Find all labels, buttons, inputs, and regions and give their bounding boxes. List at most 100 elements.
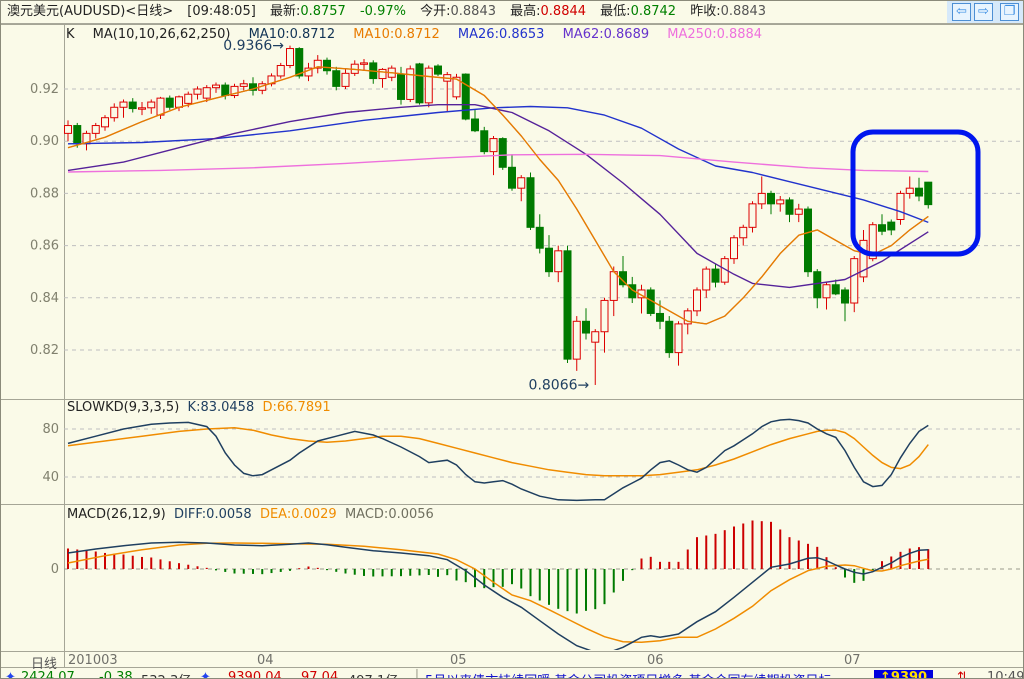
slowkd-legend: SLOWKD(9,3,3,5) K:83.0458 D:66.7891: [67, 401, 331, 415]
x-axis-label: 07: [844, 653, 861, 668]
price-callout: 0.9366→: [223, 38, 284, 54]
candle-down: [915, 187, 923, 197]
candle-up: [591, 331, 600, 343]
candle-up: [730, 237, 738, 260]
index2-volume: 497.1亿: [348, 670, 398, 678]
index1-change: -0.38: [99, 670, 133, 679]
macd-dea-value: DEA:0.0029: [259, 507, 337, 522]
candle-up: [600, 299, 609, 333]
candle-up: [175, 96, 183, 108]
change-percent: -0.97%: [359, 4, 406, 19]
candle-up: [517, 177, 526, 189]
ma10-orange-line: [67, 66, 929, 325]
k-line: [67, 418, 929, 502]
candle-up: [794, 208, 803, 215]
slowkd-k-value: K:83.0458: [187, 400, 255, 415]
candle-down: [545, 247, 553, 273]
macd-lines-layer: [67, 541, 929, 650]
candle-up: [868, 224, 877, 260]
candle-up: [239, 83, 248, 87]
candle-down: [878, 224, 886, 232]
index2-change: 97.04: [301, 670, 339, 679]
ma250-legend: MA250:0.8884: [667, 27, 763, 42]
divider: │: [413, 670, 421, 679]
candle-up: [230, 85, 239, 97]
candle-down: [526, 177, 535, 228]
candle-down: [461, 73, 470, 120]
open-value: 0.8843: [450, 4, 497, 19]
candle-up: [757, 192, 766, 205]
candle-down: [665, 320, 674, 354]
slowkd-d-value: D:66.7891: [262, 400, 331, 415]
candle-down: [221, 84, 230, 97]
candle-up: [212, 84, 220, 89]
candle-down: [711, 268, 720, 283]
candle-up: [739, 226, 748, 239]
candle-down: [249, 83, 257, 91]
ma26-line: [67, 104, 929, 289]
candle-up: [609, 271, 618, 301]
last-price-value: 0.8757: [300, 4, 346, 19]
candle-down: [813, 271, 822, 299]
macd-legend: MACD(26,12,9) DIFF:0.0058 DEA:0.0029 MAC…: [67, 508, 434, 522]
open-label: 今开:: [420, 4, 451, 19]
window-title: 澳元美元(AUDUSD)<日线>: [7, 4, 174, 19]
candle-down: [841, 289, 849, 304]
highlight-annotation-box: [850, 129, 981, 257]
candle-up: [184, 93, 193, 104]
forward-arrow-icon: ⇨: [978, 4, 989, 19]
price-axis-label: 0.92: [30, 82, 59, 97]
ma62-legend: MA62:0.8689: [562, 27, 650, 42]
candle-down: [73, 125, 82, 145]
windows-button[interactable]: ❐: [1000, 3, 1019, 21]
candle-down: [831, 284, 840, 295]
candle-up: [776, 199, 785, 205]
candle-down: [498, 138, 507, 168]
d-line: [67, 427, 929, 477]
candle-down: [508, 166, 516, 189]
forward-button[interactable]: ⇨: [974, 3, 993, 21]
candle-down: [480, 130, 489, 153]
last-price-label: 最新:: [269, 4, 301, 19]
ma26-legend: MA26:0.8653: [457, 27, 545, 42]
candle-up: [378, 68, 387, 80]
x-axis-label: 05: [450, 653, 467, 668]
period-selector[interactable]: 日线: [31, 657, 58, 672]
candle-down: [471, 118, 479, 132]
candle-up: [341, 72, 350, 87]
macd-diff-value: DIFF:0.0058: [174, 507, 252, 522]
candle-down: [535, 226, 544, 249]
low-label: 最低:: [600, 4, 631, 19]
low-value: 0.8742: [630, 4, 677, 19]
kd-axis-label: 40: [42, 470, 59, 485]
prev-close-value: 0.8843: [720, 4, 767, 19]
status-bar: ✦ 2424.07 -0.38 532.3亿 ✦ 9390.04 97.04 4…: [1, 668, 1023, 679]
prev-close-label: 昨收:: [690, 4, 721, 19]
candle-up: [822, 284, 831, 299]
back-button[interactable]: ⇦: [952, 3, 971, 21]
candle-up: [286, 48, 294, 67]
candle-down: [434, 65, 442, 75]
x-axis-label: 06: [647, 653, 664, 668]
candle-up: [313, 59, 322, 69]
index-badge: ↑9390: [874, 670, 934, 678]
macd-name: MACD(26,12,9): [67, 507, 166, 522]
candle-up: [859, 239, 868, 278]
candle-up: [424, 67, 433, 104]
candle-up: [138, 107, 146, 110]
candles-layer: [64, 45, 933, 385]
high-label: 最高:: [510, 4, 541, 19]
candle-down: [804, 208, 812, 273]
price-axis-label: 0.90: [30, 134, 59, 149]
candle-up: [452, 76, 461, 98]
price-axis-label: 0.82: [30, 343, 59, 358]
candle-down: [295, 48, 304, 77]
high-value: 0.8844: [540, 4, 587, 19]
price-callout: 0.8066→: [529, 377, 590, 393]
kd-axis-label: 80: [42, 422, 59, 437]
ma250-line: [67, 153, 929, 173]
news-ticker[interactable]: 5月以来债市持续回暖 基金公司投资项目增多 基金合同存续期投资目标: [425, 670, 832, 678]
ma-group-label: MA(10,10,26,62,250): [92, 27, 231, 42]
ticker-icon-2: ✦: [200, 670, 211, 679]
candle-up: [674, 323, 683, 354]
